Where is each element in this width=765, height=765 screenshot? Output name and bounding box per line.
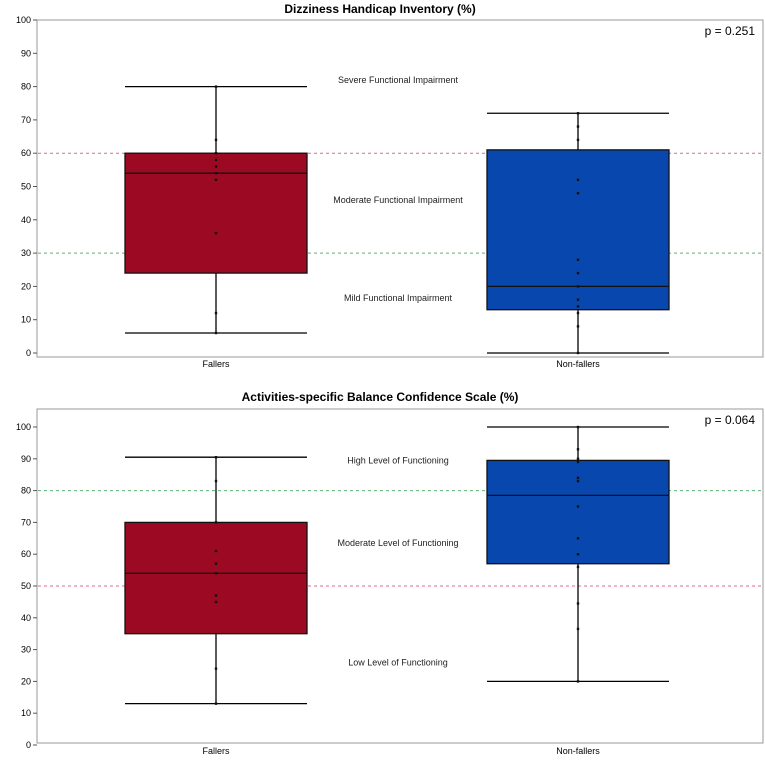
- data-point: [214, 138, 218, 142]
- data-point: [576, 448, 580, 451]
- chart-title: Activities-specific Balance Confidence S…: [242, 390, 519, 404]
- data-point: [576, 602, 580, 605]
- data-point: [576, 258, 580, 261]
- data-point: [576, 505, 580, 508]
- y-tick-label: 20: [21, 281, 31, 291]
- y-tick-label: 40: [21, 215, 31, 225]
- data-point: [214, 311, 218, 315]
- data-point: [214, 171, 218, 175]
- data-point: [214, 667, 218, 670]
- data-point: [214, 702, 218, 705]
- region-annotation: Moderate Level of Functioning: [337, 538, 458, 548]
- data-point: [214, 572, 218, 575]
- chart-panel-abc: Activities-specific Balance Confidence S…: [0, 388, 765, 765]
- y-tick-label: 0: [26, 348, 31, 358]
- y-tick-label: 40: [21, 613, 31, 623]
- y-tick-label: 10: [21, 708, 31, 718]
- data-point: [576, 191, 580, 195]
- region-annotation: High Level of Functioning: [347, 455, 449, 465]
- abc-box-plot: Activities-specific Balance Confidence S…: [16, 390, 764, 756]
- y-tick-label: 90: [21, 454, 31, 464]
- box-non-fallers: [486, 149, 670, 311]
- y-tick-label: 0: [26, 740, 31, 750]
- data-point: [214, 158, 218, 162]
- y-tick-label: 60: [21, 549, 31, 559]
- data-point: [214, 456, 218, 459]
- data-point: [214, 479, 218, 483]
- box-fallers: [124, 152, 308, 274]
- data-point: [576, 178, 580, 182]
- y-tick-label: 100: [16, 422, 31, 432]
- data-point: [214, 521, 218, 524]
- p-value-label: p = 0.064: [705, 413, 756, 427]
- region-annotation: Severe Functional Impairment: [338, 75, 459, 85]
- y-tick-label: 70: [21, 517, 31, 527]
- box-fallers: [124, 521, 308, 635]
- x-category-label: Fallers: [202, 359, 230, 369]
- data-point: [576, 298, 580, 301]
- data-point: [214, 165, 218, 168]
- data-point: [576, 305, 580, 308]
- data-point: [214, 85, 218, 88]
- data-point: [214, 594, 218, 597]
- x-category-label: Non-fallers: [556, 359, 600, 369]
- y-tick-label: 30: [21, 248, 31, 258]
- y-tick-label: 70: [21, 115, 31, 125]
- x-category-label: Fallers: [202, 746, 230, 756]
- data-point: [576, 565, 580, 569]
- data-point: [214, 549, 218, 553]
- data-point: [576, 285, 580, 288]
- region-annotation: Moderate Functional Impairment: [333, 195, 463, 205]
- data-point: [576, 125, 580, 128]
- data-point: [576, 112, 580, 115]
- y-tick-label: 80: [21, 82, 31, 92]
- p-value-label: p = 0.251: [705, 24, 756, 38]
- data-point: [214, 600, 218, 604]
- box-non-fallers: [486, 459, 670, 565]
- y-tick-label: 10: [21, 315, 31, 325]
- data-point: [576, 553, 580, 556]
- x-category-label: Non-fallers: [556, 746, 600, 756]
- data-point: [214, 562, 218, 565]
- chart-title: Dizziness Handicap Inventory (%): [284, 2, 475, 16]
- data-point: [576, 476, 580, 480]
- data-point: [214, 231, 218, 235]
- data-point: [576, 457, 580, 460]
- y-tick-label: 50: [21, 581, 31, 591]
- data-point: [576, 537, 580, 540]
- region-annotation: Low Level of Functioning: [348, 657, 448, 667]
- y-tick-label: 30: [21, 645, 31, 655]
- data-point: [576, 479, 580, 483]
- chart-panel-dhi: Dizziness Handicap Inventory (%) p = 0.25…: [0, 0, 765, 380]
- plot-frame: [36, 408, 764, 744]
- data-point: [576, 138, 580, 142]
- data-point: [576, 351, 580, 355]
- y-tick-label: 20: [21, 676, 31, 686]
- data-point: [576, 425, 580, 429]
- region-annotation: Mild Functional Impairment: [344, 293, 453, 303]
- data-point: [576, 271, 580, 275]
- y-tick-label: 80: [21, 486, 31, 496]
- data-point: [576, 460, 580, 464]
- data-point: [576, 325, 580, 328]
- data-point: [214, 178, 218, 182]
- plot-frame: [36, 19, 764, 358]
- data-point: [214, 331, 218, 335]
- data-point: [576, 627, 580, 631]
- data-point: [214, 152, 218, 155]
- y-tick-label: 50: [21, 182, 31, 192]
- data-point: [576, 311, 580, 315]
- data-point: [576, 680, 580, 683]
- y-tick-label: 60: [21, 148, 31, 158]
- dhi-box-plot: Dizziness Handicap Inventory (%) p = 0.25…: [16, 2, 764, 369]
- y-tick-label: 90: [21, 48, 31, 58]
- y-tick-label: 100: [16, 15, 31, 25]
